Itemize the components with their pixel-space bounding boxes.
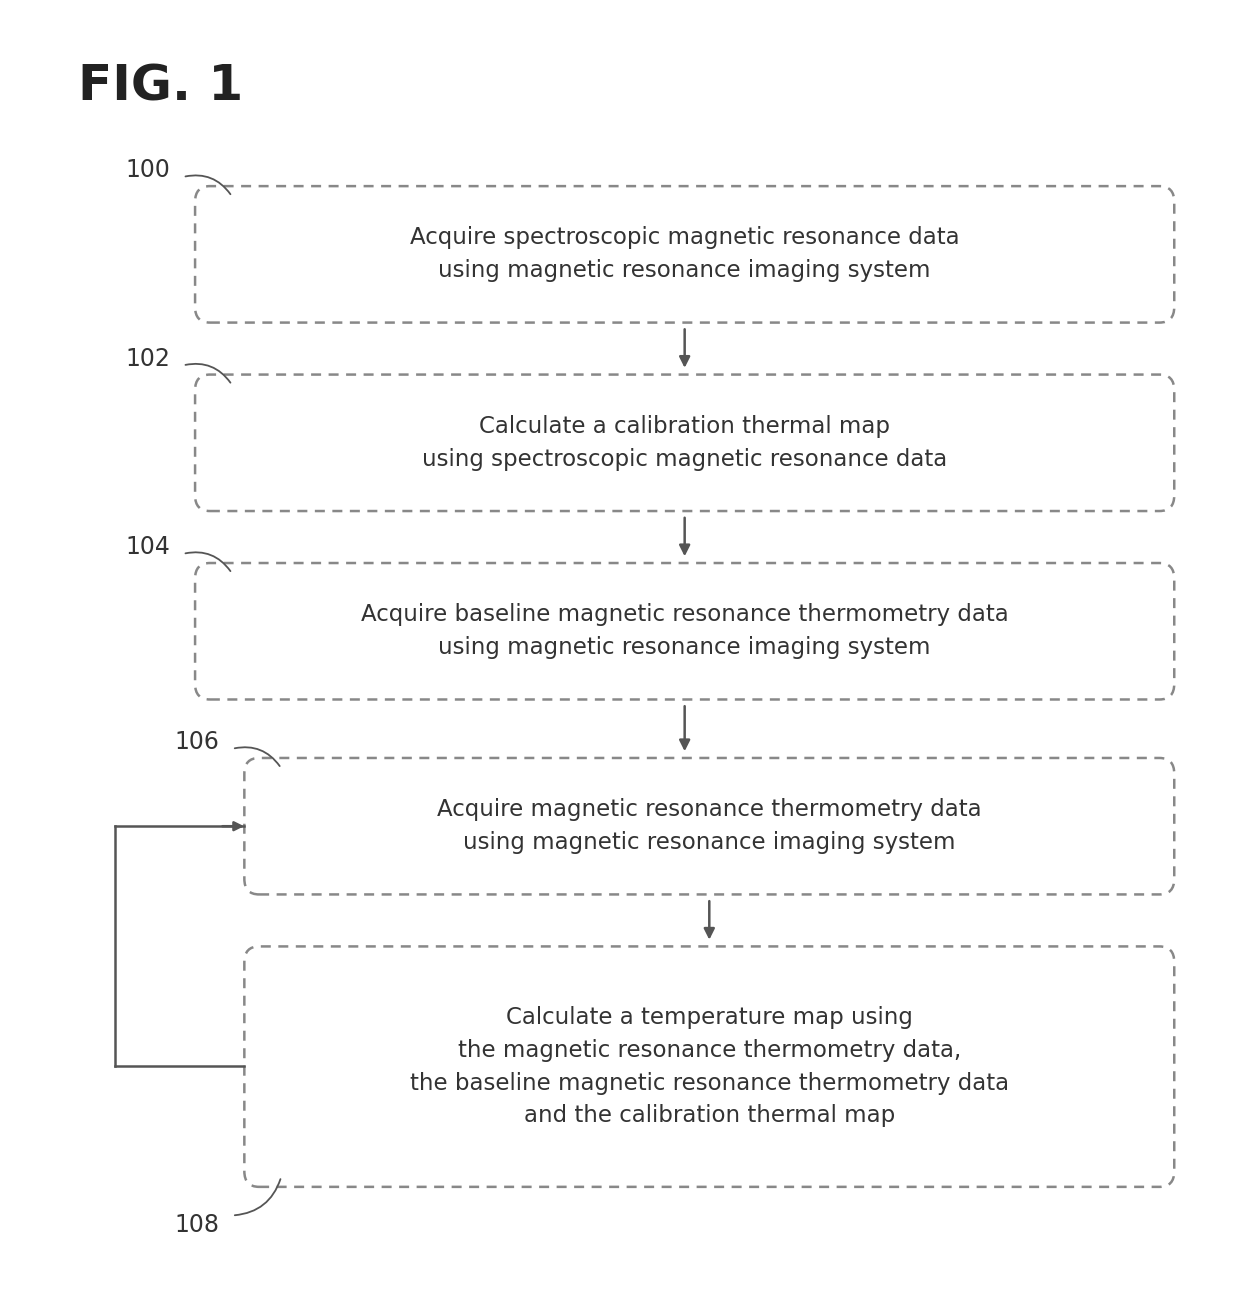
Text: 100: 100 <box>125 158 170 182</box>
Text: Acquire baseline magnetic resonance thermometry data
using magnetic resonance im: Acquire baseline magnetic resonance ther… <box>361 603 1008 659</box>
Text: FIG. 1: FIG. 1 <box>78 63 243 111</box>
Text: Calculate a calibration thermal map
using spectroscopic magnetic resonance data: Calculate a calibration thermal map usin… <box>422 415 947 471</box>
Text: 102: 102 <box>125 347 170 370</box>
FancyBboxPatch shape <box>244 757 1174 895</box>
FancyBboxPatch shape <box>244 947 1174 1186</box>
Text: 106: 106 <box>175 730 219 755</box>
Text: Acquire spectroscopic magnetic resonance data
using magnetic resonance imaging s: Acquire spectroscopic magnetic resonance… <box>410 226 960 283</box>
Text: 108: 108 <box>175 1213 219 1237</box>
FancyBboxPatch shape <box>195 374 1174 511</box>
Text: Acquire magnetic resonance thermometry data
using magnetic resonance imaging sys: Acquire magnetic resonance thermometry d… <box>436 798 982 854</box>
FancyBboxPatch shape <box>195 186 1174 323</box>
FancyBboxPatch shape <box>195 562 1174 700</box>
Text: 104: 104 <box>125 535 170 559</box>
Text: Calculate a temperature map using
the magnetic resonance thermometry data,
the b: Calculate a temperature map using the ma… <box>409 1006 1009 1127</box>
